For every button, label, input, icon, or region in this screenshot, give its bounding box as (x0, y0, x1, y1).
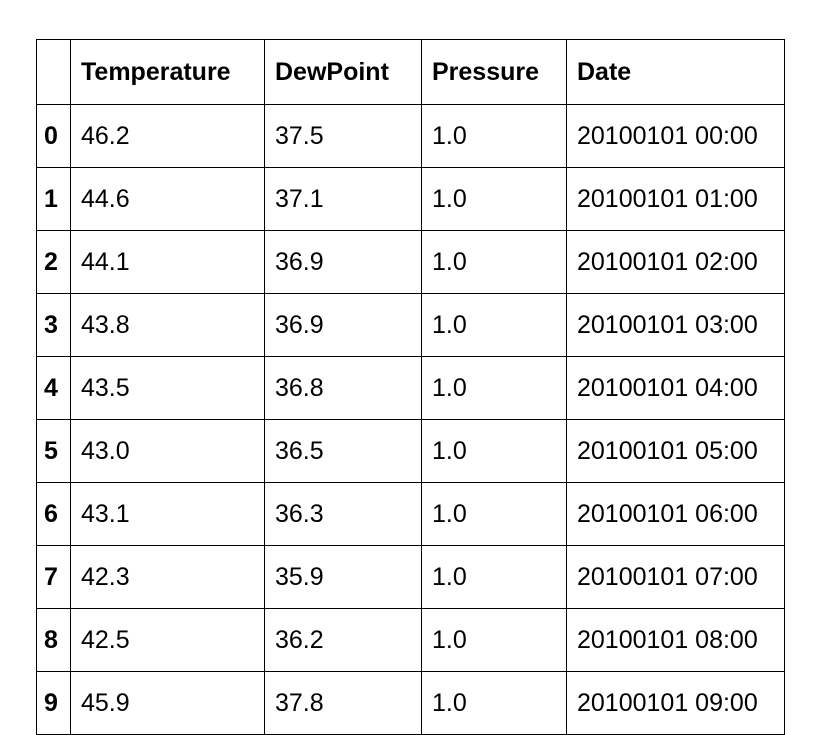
table-header: Temperature DewPoint Pressure Date (36, 39, 785, 105)
pressure-cell: 1.0 (421, 167, 567, 231)
date-cell: 20100101 09:00 (566, 671, 785, 735)
column-header-date: Date (566, 39, 785, 105)
dewpoint-cell: 36.5 (264, 419, 422, 483)
column-header-pressure: Pressure (421, 39, 567, 105)
dewpoint-cell: 36.9 (264, 293, 422, 357)
table-row: 9 45.9 37.8 1.0 20100101 09:00 (36, 671, 785, 735)
row-index: 7 (36, 545, 71, 609)
dewpoint-cell: 37.5 (264, 104, 422, 168)
temperature-cell: 45.9 (70, 671, 265, 735)
table-row: 3 43.8 36.9 1.0 20100101 03:00 (36, 293, 785, 357)
row-index: 6 (36, 482, 71, 546)
pressure-cell: 1.0 (421, 419, 567, 483)
date-cell: 20100101 06:00 (566, 482, 785, 546)
pressure-cell: 1.0 (421, 671, 567, 735)
row-index: 4 (36, 356, 71, 420)
row-index: 3 (36, 293, 71, 357)
date-cell: 20100101 08:00 (566, 608, 785, 672)
row-index: 2 (36, 230, 71, 294)
date-cell: 20100101 04:00 (566, 356, 785, 420)
pressure-cell: 1.0 (421, 104, 567, 168)
date-cell: 20100101 07:00 (566, 545, 785, 609)
table-row: 6 43.1 36.3 1.0 20100101 06:00 (36, 482, 785, 546)
temperature-cell: 44.1 (70, 230, 265, 294)
row-index: 0 (36, 104, 71, 168)
dewpoint-cell: 37.1 (264, 167, 422, 231)
dewpoint-cell: 35.9 (264, 545, 422, 609)
row-index: 1 (36, 167, 71, 231)
dewpoint-cell: 36.2 (264, 608, 422, 672)
pressure-cell: 1.0 (421, 230, 567, 294)
dewpoint-cell: 37.8 (264, 671, 422, 735)
temperature-cell: 43.0 (70, 419, 265, 483)
header-row: Temperature DewPoint Pressure Date (36, 39, 785, 105)
table-row: 8 42.5 36.2 1.0 20100101 08:00 (36, 608, 785, 672)
date-cell: 20100101 01:00 (566, 167, 785, 231)
table-row: 5 43.0 36.5 1.0 20100101 05:00 (36, 419, 785, 483)
pressure-cell: 1.0 (421, 482, 567, 546)
table-row: 0 46.2 37.5 1.0 20100101 00:00 (36, 104, 785, 168)
temperature-cell: 43.5 (70, 356, 265, 420)
pressure-cell: 1.0 (421, 608, 567, 672)
temperature-cell: 42.3 (70, 545, 265, 609)
data-table: Temperature DewPoint Pressure Date 0 46.… (36, 39, 785, 735)
date-cell: 20100101 02:00 (566, 230, 785, 294)
pressure-cell: 1.0 (421, 356, 567, 420)
row-index: 9 (36, 671, 71, 735)
table-row: 1 44.6 37.1 1.0 20100101 01:00 (36, 167, 785, 231)
temperature-cell: 43.1 (70, 482, 265, 546)
date-cell: 20100101 00:00 (566, 104, 785, 168)
pressure-cell: 1.0 (421, 293, 567, 357)
dewpoint-cell: 36.8 (264, 356, 422, 420)
column-header-temperature: Temperature (70, 39, 265, 105)
table-body: 0 46.2 37.5 1.0 20100101 00:00 1 44.6 37… (36, 104, 785, 735)
temperature-cell: 46.2 (70, 104, 265, 168)
date-cell: 20100101 03:00 (566, 293, 785, 357)
row-index: 8 (36, 608, 71, 672)
table-row: 2 44.1 36.9 1.0 20100101 02:00 (36, 230, 785, 294)
date-cell: 20100101 05:00 (566, 419, 785, 483)
index-header (36, 39, 71, 105)
temperature-cell: 44.6 (70, 167, 265, 231)
table-row: 7 42.3 35.9 1.0 20100101 07:00 (36, 545, 785, 609)
temperature-cell: 43.8 (70, 293, 265, 357)
temperature-cell: 42.5 (70, 608, 265, 672)
pressure-cell: 1.0 (421, 545, 567, 609)
column-header-dewpoint: DewPoint (264, 39, 422, 105)
dewpoint-cell: 36.3 (264, 482, 422, 546)
row-index: 5 (36, 419, 71, 483)
dewpoint-cell: 36.9 (264, 230, 422, 294)
table-row: 4 43.5 36.8 1.0 20100101 04:00 (36, 356, 785, 420)
